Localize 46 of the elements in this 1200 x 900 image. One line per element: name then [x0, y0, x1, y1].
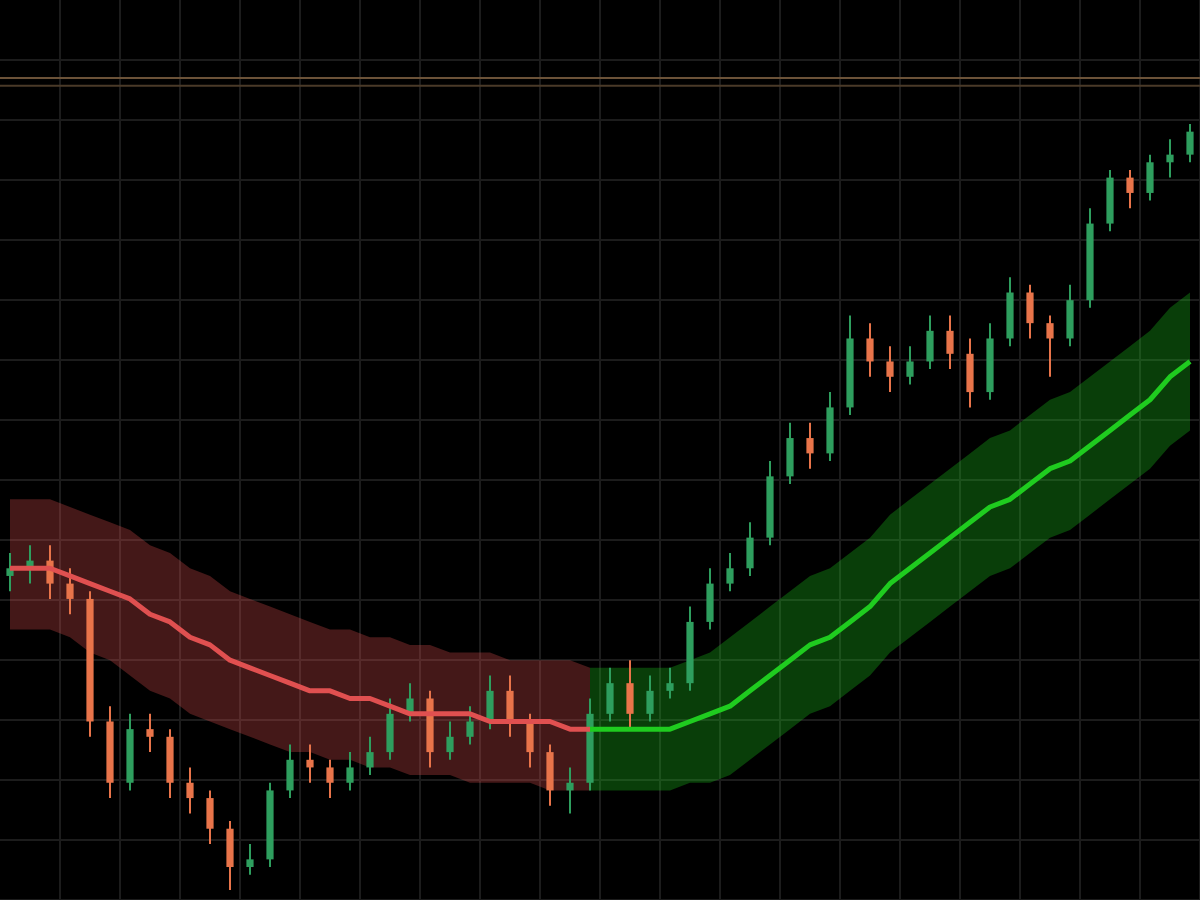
candlestick: [1046, 314, 1054, 378]
candlestick: [386, 697, 394, 761]
candlestick: [286, 743, 294, 800]
candlestick: [226, 820, 234, 891]
candlestick: [366, 735, 374, 777]
candlestick: [806, 421, 814, 470]
candlestick: [646, 674, 654, 723]
candlestick: [866, 322, 874, 378]
candlestick: [946, 314, 954, 371]
candlestick: [206, 789, 214, 846]
candlestick: [826, 391, 834, 463]
candlestick: [166, 728, 174, 800]
candlestick: [1006, 276, 1014, 348]
candlestick: [1106, 168, 1114, 233]
candlestick: [966, 337, 974, 409]
candlestick: [1166, 138, 1174, 179]
candlestick: [666, 666, 674, 700]
candlestick: [1126, 168, 1134, 210]
candlestick: [446, 720, 454, 761]
candlestick: [486, 674, 494, 731]
candlestick: [546, 743, 554, 807]
candlestick: [1066, 283, 1074, 348]
candlestick: [306, 743, 314, 784]
candlestick: [926, 314, 934, 371]
candlestick: [146, 712, 154, 754]
candlestick: [1026, 283, 1034, 340]
candlestick: [886, 345, 894, 394]
candlestick: [326, 758, 334, 800]
candlestick: [1146, 153, 1154, 202]
candlestick: [1186, 123, 1194, 164]
candlestick: [506, 674, 514, 738]
candlestick: [726, 551, 734, 593]
candlestick: [466, 705, 474, 746]
candlestick: [346, 751, 354, 792]
candlestick: [526, 712, 534, 769]
candlestick: [186, 766, 194, 815]
candlestick: [626, 659, 634, 731]
candlestick: [6, 551, 14, 593]
candlestick: [246, 843, 254, 876]
candlestick: [66, 567, 74, 616]
candlestick: [746, 521, 754, 577]
candlestick: [786, 421, 794, 486]
candlestick: [706, 567, 714, 631]
candlestick: [906, 345, 914, 386]
candlestick: [606, 666, 614, 723]
candlestick: [566, 766, 574, 815]
